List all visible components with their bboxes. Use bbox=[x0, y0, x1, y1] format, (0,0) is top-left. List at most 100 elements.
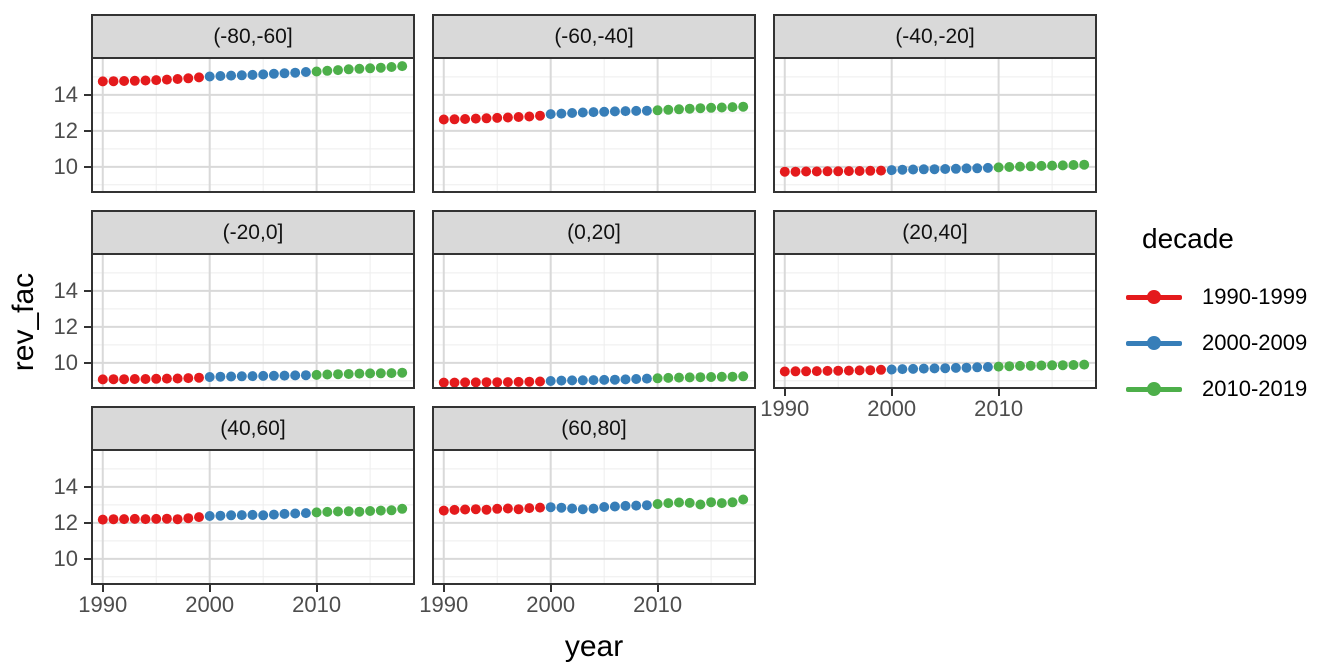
data-point bbox=[470, 113, 481, 124]
data-point bbox=[865, 165, 876, 176]
facet-strip: (-40,-20] bbox=[773, 14, 1097, 59]
data-point bbox=[268, 509, 279, 520]
data-point bbox=[322, 506, 333, 517]
data-point bbox=[300, 508, 311, 519]
facet-panel bbox=[91, 253, 415, 389]
data-point bbox=[695, 103, 706, 114]
data-point bbox=[97, 76, 108, 87]
data-point bbox=[119, 374, 130, 385]
data-point bbox=[290, 67, 301, 78]
data-point bbox=[300, 370, 311, 381]
facet-strip-label: (-40,-20] bbox=[895, 24, 975, 48]
data-point bbox=[972, 163, 983, 174]
data-point bbox=[822, 365, 833, 376]
data-point bbox=[204, 511, 215, 521]
data-point bbox=[279, 68, 290, 79]
data-point bbox=[386, 62, 397, 72]
data-point bbox=[481, 113, 492, 124]
data-point bbox=[1036, 160, 1047, 171]
y-tick-label: 12 bbox=[53, 509, 78, 535]
data-point bbox=[333, 65, 343, 76]
data-point bbox=[535, 110, 545, 121]
data-point bbox=[268, 370, 279, 381]
data-point bbox=[577, 375, 588, 386]
facet-panel bbox=[91, 449, 415, 585]
data-point bbox=[247, 371, 258, 382]
facet-strip-label: (-20,0] bbox=[222, 220, 284, 244]
data-point bbox=[183, 373, 194, 384]
data-point bbox=[247, 509, 258, 520]
data-point bbox=[556, 502, 567, 513]
legend-key-icon bbox=[1126, 378, 1182, 400]
data-point bbox=[801, 366, 812, 377]
data-point bbox=[290, 370, 301, 381]
y-tick-mark bbox=[84, 289, 91, 292]
data-point bbox=[706, 497, 717, 508]
y-tick-label: 12 bbox=[53, 313, 78, 339]
data-point bbox=[502, 112, 513, 123]
facet-panel bbox=[91, 57, 415, 193]
data-point bbox=[567, 503, 578, 514]
data-point bbox=[779, 166, 790, 177]
data-point bbox=[513, 376, 524, 387]
data-point bbox=[865, 365, 876, 376]
data-point bbox=[811, 166, 822, 177]
data-point bbox=[449, 377, 460, 388]
data-point bbox=[918, 164, 929, 175]
data-point bbox=[908, 363, 919, 374]
data-point bbox=[993, 361, 1004, 372]
data-point bbox=[215, 510, 226, 521]
facet-strip-label: (60,80] bbox=[561, 416, 627, 440]
data-point bbox=[1025, 161, 1036, 172]
data-point bbox=[470, 504, 481, 515]
data-point bbox=[706, 372, 717, 382]
data-point bbox=[620, 500, 631, 511]
data-point bbox=[609, 501, 620, 512]
x-tick-label: 2000 bbox=[526, 592, 576, 617]
data-point bbox=[333, 506, 343, 517]
data-point bbox=[97, 374, 108, 385]
data-point bbox=[300, 67, 311, 77]
data-point bbox=[151, 75, 162, 86]
data-point bbox=[215, 371, 226, 382]
data-point bbox=[897, 364, 908, 375]
data-point bbox=[631, 374, 642, 384]
data-point bbox=[876, 165, 886, 176]
legend-entry: 1990-1999 bbox=[1126, 286, 1307, 308]
data-point bbox=[492, 112, 503, 123]
data-point bbox=[631, 500, 642, 511]
data-point bbox=[961, 362, 972, 373]
x-tick-mark bbox=[208, 585, 211, 592]
data-point bbox=[449, 504, 460, 515]
data-point bbox=[716, 102, 727, 113]
data-point bbox=[1015, 161, 1025, 172]
data-point bbox=[268, 68, 279, 79]
facet-strip: (-20,0] bbox=[91, 210, 415, 255]
data-point bbox=[247, 69, 258, 80]
y-tick-mark bbox=[84, 557, 91, 560]
data-point bbox=[674, 497, 684, 508]
data-point bbox=[215, 71, 226, 81]
legend-key-icon bbox=[1126, 332, 1182, 354]
data-point bbox=[460, 377, 471, 388]
data-point bbox=[140, 514, 151, 525]
y-tick-label: 14 bbox=[53, 81, 78, 107]
data-point bbox=[194, 72, 204, 83]
data-point bbox=[343, 369, 354, 379]
data-point bbox=[674, 372, 684, 383]
data-point bbox=[386, 368, 397, 379]
data-point bbox=[365, 63, 376, 74]
data-point bbox=[993, 162, 1004, 173]
x-tick-label: 1990 bbox=[419, 592, 469, 617]
data-point bbox=[194, 512, 204, 523]
data-point bbox=[886, 165, 897, 176]
data-point bbox=[599, 502, 610, 512]
x-tick-mark bbox=[315, 585, 318, 592]
data-point bbox=[716, 371, 727, 382]
data-point bbox=[119, 76, 130, 86]
data-point bbox=[556, 375, 567, 386]
facet-strip-label: (0,20] bbox=[567, 220, 621, 244]
data-point bbox=[492, 377, 503, 388]
data-point bbox=[183, 73, 194, 84]
facet-panel bbox=[432, 253, 756, 389]
